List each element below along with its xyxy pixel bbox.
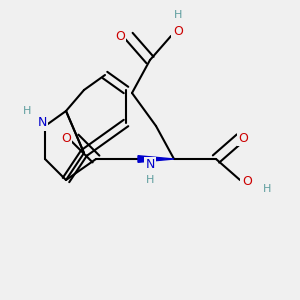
Text: H: H bbox=[23, 106, 31, 116]
Text: H: H bbox=[146, 175, 154, 185]
Text: N: N bbox=[145, 158, 155, 172]
Text: O: O bbox=[172, 26, 182, 40]
Text: N: N bbox=[37, 116, 47, 130]
Text: O: O bbox=[174, 25, 183, 38]
Text: O: O bbox=[238, 131, 248, 145]
Text: H: H bbox=[174, 10, 183, 20]
Text: O: O bbox=[115, 29, 125, 43]
Text: H: H bbox=[263, 184, 271, 194]
Text: O: O bbox=[241, 176, 251, 190]
Text: O: O bbox=[61, 131, 71, 145]
Text: O: O bbox=[243, 175, 252, 188]
Polygon shape bbox=[138, 156, 174, 162]
